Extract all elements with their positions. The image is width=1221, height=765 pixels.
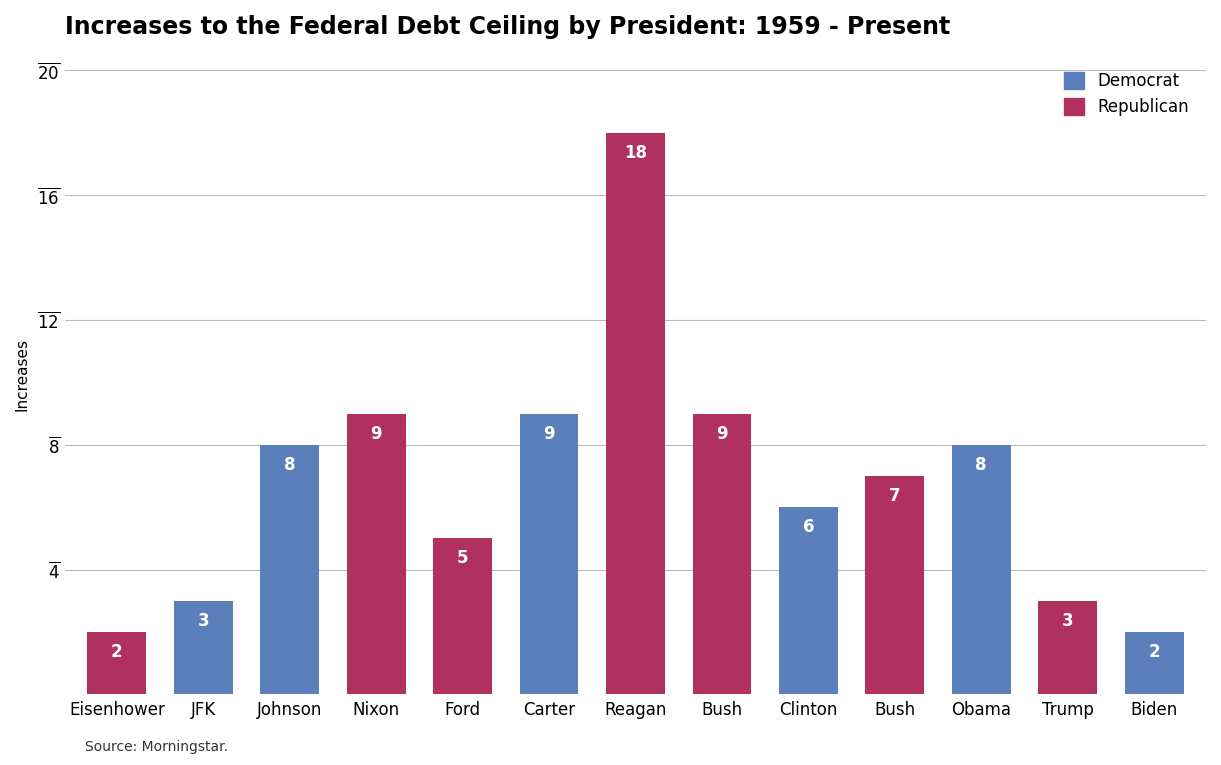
Legend: Democrat, Republican: Democrat, Republican [1056,63,1198,125]
Text: 6: 6 [802,518,814,536]
Text: 8: 8 [284,456,295,474]
Text: 2: 2 [111,643,122,661]
Bar [779,507,838,695]
Y-axis label: Increases: Increases [15,338,31,411]
Bar [866,476,924,695]
Bar [173,601,233,695]
Bar [952,444,1011,695]
Bar [692,414,751,695]
Text: Source: Morningstar.: Source: Morningstar. [85,740,228,754]
Text: 9: 9 [543,425,554,443]
Text: 5: 5 [457,549,469,568]
Text: 7: 7 [889,487,901,505]
Bar [1125,632,1183,695]
Text: 2: 2 [1148,643,1160,661]
Text: 8: 8 [976,456,987,474]
Text: 3: 3 [198,612,209,630]
Bar [1038,601,1098,695]
Bar [606,133,665,695]
Bar [520,414,579,695]
Text: Increases to the Federal Debt Ceiling by President: 1959 - Present: Increases to the Federal Debt Ceiling by… [65,15,950,39]
Bar [88,632,147,695]
Text: 18: 18 [624,144,647,161]
Text: 9: 9 [716,425,728,443]
Bar [260,444,319,695]
Bar [347,414,405,695]
Bar [433,539,492,695]
Text: 9: 9 [370,425,382,443]
Text: 3: 3 [1062,612,1073,630]
